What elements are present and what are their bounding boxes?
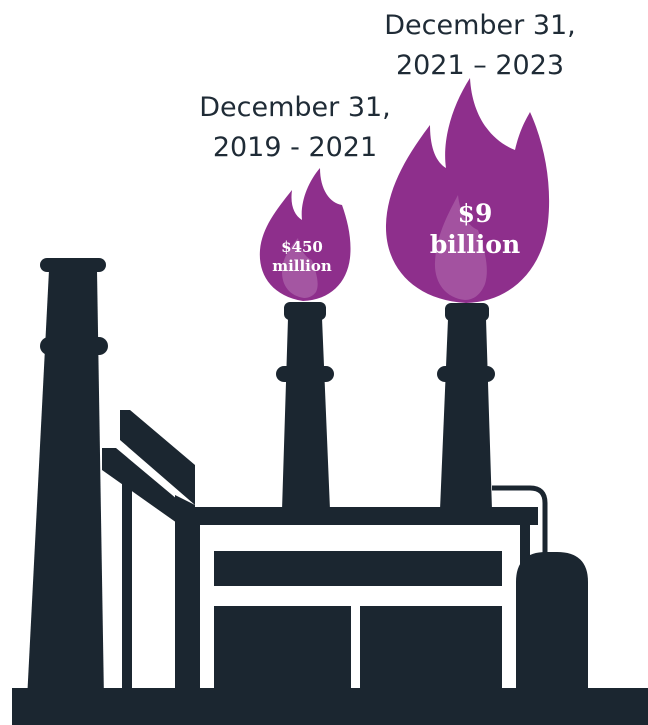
amount-value: $9 (457, 199, 493, 228)
large-flame (385, 78, 550, 303)
period-label-line1: December 31, (384, 10, 576, 41)
period-label-line2: 2019 - 2021 (212, 132, 378, 163)
large-chimney (437, 303, 495, 510)
tall-chimney (27, 258, 108, 700)
amount-value: $450 (281, 238, 323, 256)
small-flame (259, 168, 351, 301)
period-label-2019-2021: December 31, 2019 - 2021 (190, 88, 400, 168)
small-chimney (276, 302, 334, 510)
main-building (188, 507, 538, 696)
amount-unit: billion (429, 230, 521, 259)
amount-unit: million (272, 257, 332, 275)
storage-tank (516, 552, 588, 695)
period-label-line1: December 31, (199, 92, 391, 123)
pipe (492, 485, 548, 565)
amount-9-billion: $9 billion (405, 198, 545, 260)
period-label-line2: 2021 – 2023 (395, 50, 565, 81)
factory-wall-left (122, 480, 195, 690)
ground (12, 688, 648, 725)
period-label-2021-2023: December 31, 2021 – 2023 (370, 6, 590, 86)
amount-450-million: $450 million (254, 238, 350, 276)
